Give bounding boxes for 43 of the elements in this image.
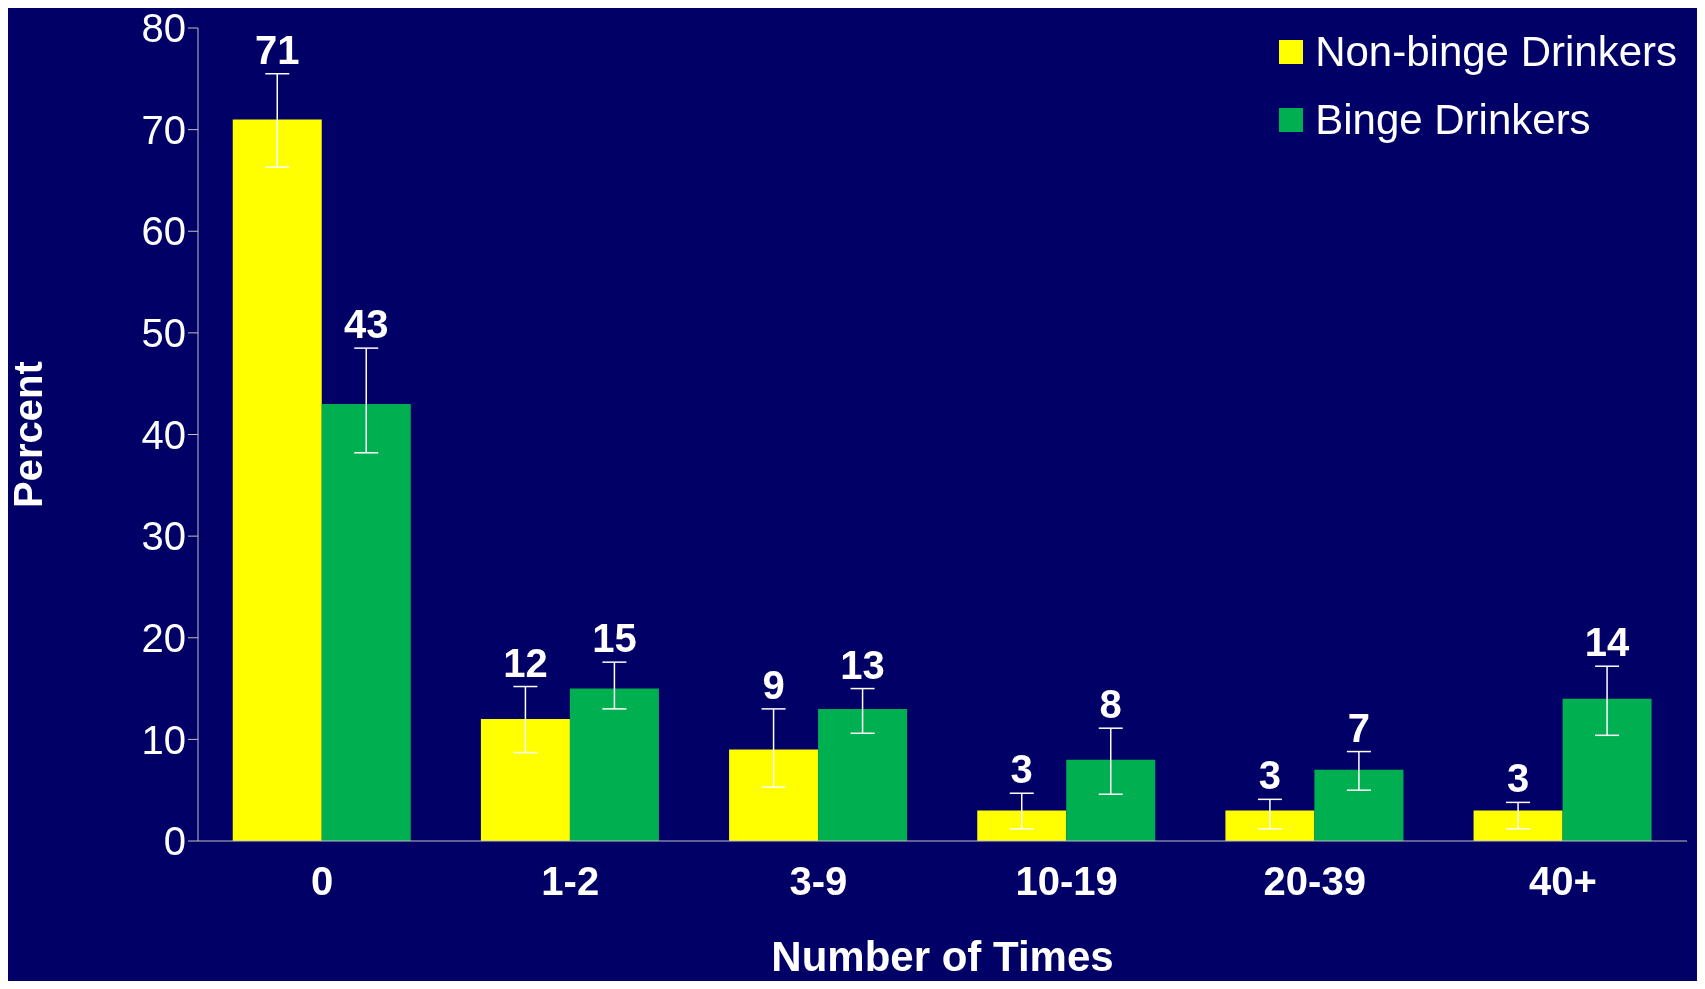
y-tick-label: 80 [141, 6, 186, 51]
data-label: 9 [762, 662, 785, 707]
x-axis-title: Number of Times [771, 933, 1114, 980]
data-label: 3 [1506, 756, 1530, 801]
legend-label: Non-binge Drinkers [1315, 27, 1677, 77]
data-label: 12 [503, 640, 548, 685]
x-tick-label: 40+ [1528, 859, 1597, 904]
y-tick-label: 70 [141, 107, 186, 152]
y-tick-label: 10 [141, 717, 186, 762]
x-tick-label: 10-19 [1015, 859, 1118, 904]
data-label: 71 [254, 27, 300, 72]
x-tick-label: 1-2 [541, 859, 600, 904]
y-tick-label: 40 [141, 412, 186, 457]
data-label: 43 [343, 302, 389, 347]
bar [1562, 698, 1652, 841]
data-label: 3 [1258, 753, 1282, 798]
data-label: 8 [1099, 682, 1122, 727]
legend-label: Binge Drinkers [1315, 95, 1591, 145]
y-tick-label: 0 [163, 819, 186, 864]
bar [818, 708, 908, 841]
y-tick-label: 30 [141, 514, 186, 559]
data-label: 15 [592, 616, 637, 661]
x-tick-label: 3-9 [789, 859, 848, 904]
bar [977, 810, 1067, 841]
bar [1314, 769, 1404, 841]
data-label: 14 [1584, 620, 1631, 665]
bar [1225, 810, 1315, 841]
y-tick-label: 50 [141, 311, 186, 356]
y-axis-title: Percent [6, 361, 51, 508]
bar [569, 688, 659, 841]
bar [480, 719, 570, 841]
bar [1066, 759, 1156, 841]
data-label: 7 [1347, 705, 1371, 750]
bar [232, 119, 322, 841]
data-label: 3 [1010, 747, 1033, 792]
bar [321, 404, 411, 841]
x-tick-label: 20-39 [1263, 859, 1366, 904]
data-label: 13 [840, 642, 885, 687]
x-tick-label: 0 [310, 859, 334, 904]
bar [1473, 810, 1563, 841]
bar [729, 749, 819, 841]
y-tick-label: 20 [141, 615, 186, 660]
y-tick-label: 60 [141, 209, 186, 254]
